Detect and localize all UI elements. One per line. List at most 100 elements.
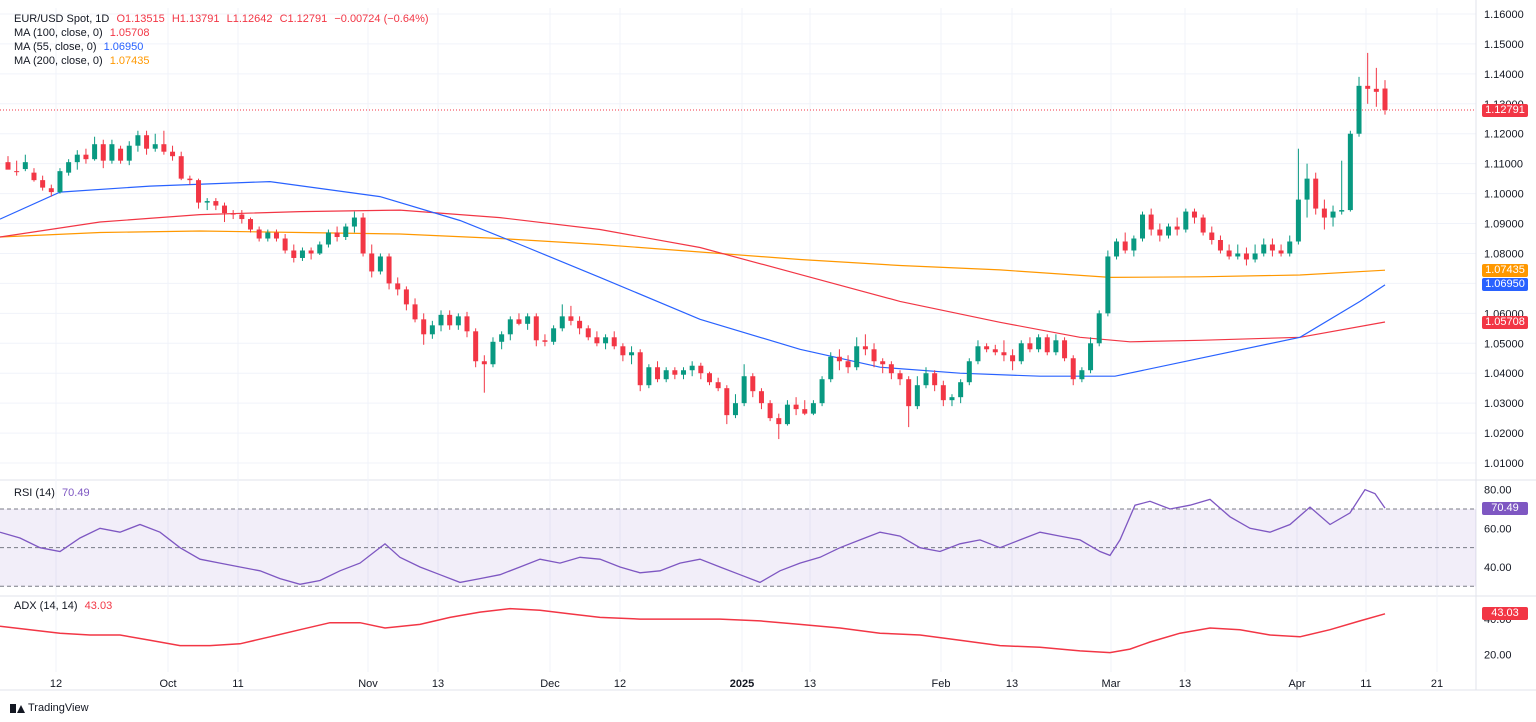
candle-body bbox=[92, 144, 98, 160]
candle-body bbox=[386, 256, 392, 284]
candle-body bbox=[1018, 343, 1024, 362]
rsi-path bbox=[0, 488, 1386, 585]
candle-body bbox=[247, 219, 253, 230]
candle-body bbox=[1365, 85, 1371, 89]
time-tick-label: 12 bbox=[614, 678, 626, 690]
candle-body bbox=[525, 316, 531, 324]
candle-body bbox=[377, 256, 383, 272]
candle-body bbox=[854, 346, 860, 368]
candle-body bbox=[1382, 88, 1388, 111]
price-tick-label: 1.05000 bbox=[1484, 338, 1524, 350]
candle-body bbox=[481, 361, 487, 365]
candle-body bbox=[256, 229, 262, 239]
candle-body bbox=[706, 373, 712, 383]
candle-body bbox=[611, 337, 617, 347]
adx-legend[interactable]: ADX (14, 14) 43.03 bbox=[14, 600, 116, 613]
symbol-label[interactable]: EUR/USD Spot, 1D bbox=[14, 13, 110, 25]
rsi-tick-label: 60.00 bbox=[1484, 523, 1512, 535]
candle-body bbox=[464, 316, 470, 332]
time-tick-label: Dec bbox=[540, 678, 560, 690]
candle-body bbox=[1165, 226, 1171, 236]
candle-body bbox=[1217, 240, 1223, 251]
time-tick-label: 13 bbox=[1179, 678, 1191, 690]
candle-body bbox=[1278, 250, 1284, 254]
ma100-line bbox=[0, 209, 1386, 343]
price-tick-label: 1.08000 bbox=[1484, 248, 1524, 260]
price-tick-label: 1.03000 bbox=[1484, 398, 1524, 410]
brand-name: TradingView bbox=[28, 702, 89, 714]
time-tick-label: 13 bbox=[1006, 678, 1018, 690]
candle-body bbox=[620, 346, 626, 356]
candle-body bbox=[767, 403, 773, 419]
candle-body bbox=[949, 397, 955, 401]
candle-body bbox=[83, 154, 89, 160]
rsi-line bbox=[0, 488, 1386, 585]
candle-body bbox=[1235, 253, 1241, 257]
candle-body bbox=[655, 367, 661, 380]
candle-body bbox=[516, 319, 522, 324]
candle-body bbox=[1209, 232, 1215, 241]
time-tick-label: 2025 bbox=[730, 678, 754, 690]
time-tick-label: 13 bbox=[432, 678, 444, 690]
candle-body bbox=[1070, 358, 1076, 380]
candle-body bbox=[412, 304, 418, 320]
time-tick-label: Oct bbox=[159, 678, 176, 690]
candle-body bbox=[845, 361, 851, 368]
candle-body bbox=[810, 403, 816, 414]
candle-body bbox=[1287, 241, 1293, 254]
price-tick-label: 1.11000 bbox=[1484, 159, 1523, 171]
time-tick-label: Feb bbox=[932, 678, 951, 690]
time-axis: 12 Oct 11 Nov 13 Dec 12 2025 13 Feb 13 Mar 13 Apr 11 21 bbox=[50, 678, 1443, 690]
candle-body bbox=[594, 337, 600, 344]
rsi-value: 70.49 bbox=[62, 487, 90, 499]
candle-body bbox=[819, 379, 825, 404]
candle-body bbox=[308, 250, 314, 254]
candle-body bbox=[923, 373, 929, 386]
candle-body bbox=[48, 188, 54, 193]
candle-body bbox=[871, 349, 877, 362]
candle-body bbox=[490, 341, 496, 365]
rsi-tick-label: 80.00 bbox=[1484, 485, 1512, 497]
candle-body bbox=[1027, 343, 1033, 350]
candle-body bbox=[299, 250, 305, 258]
candle-body bbox=[992, 349, 998, 353]
candle-body bbox=[1062, 340, 1068, 359]
candle-body bbox=[958, 382, 964, 398]
time-tick-label: Nov bbox=[358, 678, 378, 690]
price-tick-label: 1.15000 bbox=[1484, 39, 1524, 51]
candle-body bbox=[1122, 241, 1128, 251]
time-tick-label: 13 bbox=[804, 678, 816, 690]
candle-body bbox=[888, 364, 894, 374]
ma100-legend[interactable]: MA (100, close, 0) 1.05708 bbox=[14, 27, 153, 40]
candle-body bbox=[603, 337, 609, 344]
candle-body bbox=[1261, 244, 1267, 254]
candle-body bbox=[585, 328, 591, 338]
candle-body bbox=[170, 151, 176, 157]
candle-body bbox=[1313, 178, 1319, 209]
candle-body bbox=[551, 328, 557, 342]
price-tick-label: 1.16000 bbox=[1484, 9, 1524, 21]
candle-body bbox=[144, 135, 150, 149]
ma200-legend[interactable]: MA (200, close, 0) 1.07435 bbox=[14, 55, 153, 68]
candle-body bbox=[421, 319, 427, 335]
candle-body bbox=[178, 156, 184, 179]
low-value: L1.12642 bbox=[226, 13, 273, 25]
rsi-legend[interactable]: RSI (14) 70.49 bbox=[14, 487, 94, 500]
candle-body bbox=[975, 346, 981, 362]
candle-body bbox=[1321, 208, 1327, 218]
ma55-legend[interactable]: MA (55, close, 0) 1.06950 bbox=[14, 41, 147, 54]
ma55-value: 1.06950 bbox=[103, 41, 144, 53]
candle-body bbox=[230, 213, 236, 215]
tradingview-logo[interactable]: TradingView bbox=[10, 702, 89, 714]
rsi-label: RSI (14) bbox=[14, 487, 55, 499]
candle-body bbox=[1001, 352, 1007, 356]
candle-body bbox=[776, 418, 782, 425]
candle-body bbox=[204, 201, 210, 203]
candle-body bbox=[637, 352, 643, 386]
candle-body bbox=[672, 370, 678, 375]
candle-body bbox=[1252, 253, 1258, 260]
candle-body bbox=[239, 214, 245, 220]
candle-body bbox=[40, 180, 46, 188]
price-tick-label: 1.12000 bbox=[1484, 129, 1524, 141]
